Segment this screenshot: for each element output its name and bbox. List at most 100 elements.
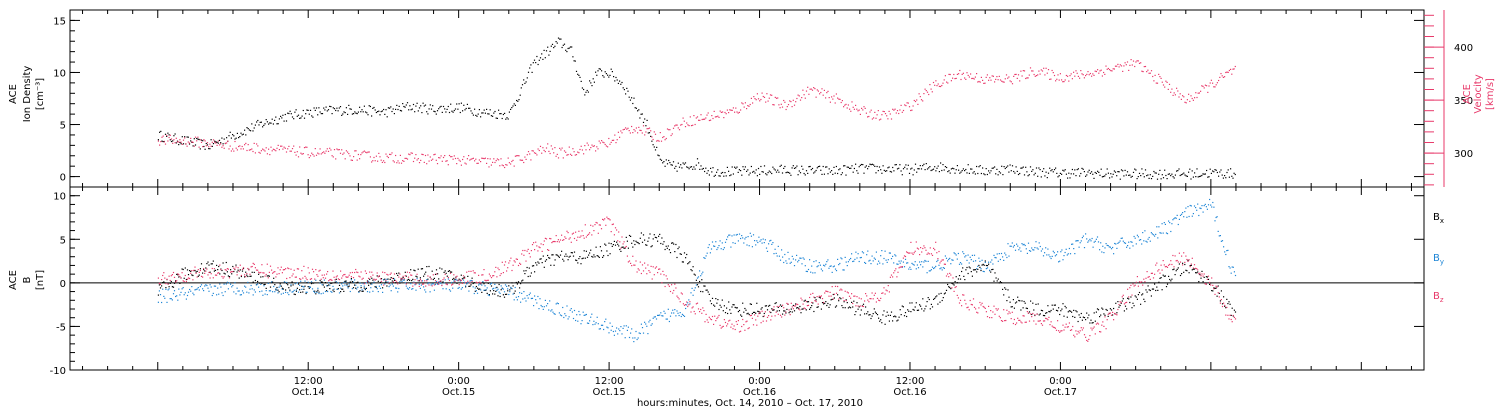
- bottom-point-By: [273, 285, 275, 288]
- bottom-point-By: [399, 281, 401, 283]
- bottom-point-Bx: [338, 284, 341, 286]
- top-point-left: [519, 94, 521, 96]
- top-point-right: [598, 140, 600, 142]
- top-point-right: [617, 131, 619, 133]
- bottom-point-By: [423, 286, 425, 288]
- bottom-point-Bx: [295, 290, 297, 292]
- bottom-point-By: [661, 315, 663, 317]
- bottom-point-By: [308, 286, 310, 288]
- bottom-point-Bz: [319, 269, 321, 271]
- top-point-right: [1233, 68, 1235, 70]
- bottom-point-Bz: [1120, 301, 1122, 304]
- top-point-left: [287, 112, 289, 114]
- top-point-left: [235, 137, 237, 139]
- bottom-point-Bx: [1104, 314, 1106, 316]
- bottom-point-Bx: [360, 287, 362, 289]
- bottom-point-By: [566, 305, 568, 307]
- top-point-left: [295, 109, 297, 111]
- bottom-point-By: [1177, 223, 1179, 226]
- bottom-point-By: [185, 298, 187, 300]
- top-point-right: [704, 118, 706, 120]
- bottom-point-Bz: [900, 266, 902, 268]
- bottom-point-Bz: [391, 277, 393, 279]
- bottom-point-Bz: [203, 268, 205, 270]
- top-point-right: [465, 163, 467, 165]
- top-point-right: [1189, 100, 1191, 102]
- bottom-point-By: [906, 262, 908, 264]
- bottom-point-Bx: [582, 257, 584, 259]
- top-point-left: [510, 108, 512, 110]
- bottom-point-Bx: [502, 294, 504, 296]
- bottom-point-By: [321, 284, 323, 286]
- bottom-point-Bz: [331, 279, 333, 281]
- bottom-point-By: [222, 294, 224, 297]
- bottom-point-Bx: [669, 252, 672, 254]
- top-point-right: [498, 159, 500, 161]
- top-point-right: [752, 102, 754, 104]
- bottom-point-By: [404, 282, 406, 284]
- bottom-point-Bz: [356, 271, 358, 273]
- top-point-left: [716, 171, 718, 173]
- top-point-right: [750, 97, 752, 99]
- bottom-point-By: [440, 282, 442, 284]
- bottom-point-Bx: [1187, 259, 1189, 261]
- bottom-point-Bz: [322, 277, 324, 279]
- bottom-point-Bz: [456, 275, 458, 277]
- top-point-left: [1043, 168, 1045, 170]
- top-point-right: [532, 150, 534, 152]
- bottom-point-By: [447, 278, 449, 280]
- bottom-point-Bz: [358, 275, 360, 277]
- top-point-right: [913, 99, 915, 102]
- bottom-point-Bx: [922, 298, 924, 300]
- bottom-point-Bz: [983, 306, 985, 308]
- bottom-point-Bz: [817, 303, 819, 305]
- bottom-point-Bx: [847, 307, 849, 309]
- bottom-point-Bz: [608, 218, 610, 220]
- bottom-point-Bz: [272, 272, 274, 274]
- bottom-point-Bz: [190, 272, 192, 274]
- top-point-left: [260, 121, 262, 123]
- top-point-right: [381, 161, 383, 163]
- bottom-point-By: [967, 254, 969, 256]
- bottom-point-By: [559, 314, 562, 316]
- top-point-right: [1156, 82, 1159, 84]
- bottom-point-By: [631, 328, 633, 330]
- bottom-point-Bz: [294, 276, 296, 278]
- top-point-right: [647, 128, 649, 130]
- bottom-point-By: [720, 248, 722, 250]
- bottom-point-By: [537, 295, 539, 298]
- bottom-point-By: [721, 242, 723, 244]
- bottom-point-By: [250, 284, 252, 287]
- bottom-point-By: [746, 244, 748, 246]
- bottom-point-Bx: [766, 309, 769, 311]
- bottom-point-By: [896, 263, 898, 265]
- bottom-point-By: [789, 262, 791, 264]
- top-point-right: [300, 152, 302, 154]
- top-point-right: [389, 153, 391, 155]
- bottom-point-Bx: [1092, 322, 1094, 324]
- top-point-left: [760, 165, 762, 168]
- bottom-point-Bz: [1066, 326, 1068, 328]
- top-point-left: [1111, 176, 1113, 178]
- bottom-point-Bz: [797, 303, 799, 306]
- top-point-left: [999, 172, 1002, 174]
- bottom-point-Bz: [961, 305, 963, 307]
- bottom-point-Bz: [1042, 320, 1045, 322]
- top-point-right: [1080, 70, 1082, 72]
- top-point-right: [1017, 74, 1020, 76]
- bottom-point-Bx: [702, 291, 704, 293]
- bottom-point-Bz: [1169, 263, 1171, 265]
- bottom-point-Bx: [310, 283, 313, 285]
- bottom-point-Bz: [1131, 294, 1133, 296]
- bottom-point-By: [264, 293, 266, 295]
- bottom-point-Bx: [453, 277, 455, 279]
- top-point-right: [712, 117, 714, 120]
- top-point-right: [681, 123, 683, 126]
- bottom-point-Bx: [425, 271, 427, 273]
- bottom-point-Bz: [1033, 320, 1035, 322]
- bottom-point-Bz: [1232, 314, 1234, 317]
- top-point-right: [1161, 81, 1163, 83]
- bottom-point-Bz: [258, 271, 260, 273]
- bottom-point-Bz: [665, 275, 667, 277]
- top-point-left: [1131, 175, 1133, 177]
